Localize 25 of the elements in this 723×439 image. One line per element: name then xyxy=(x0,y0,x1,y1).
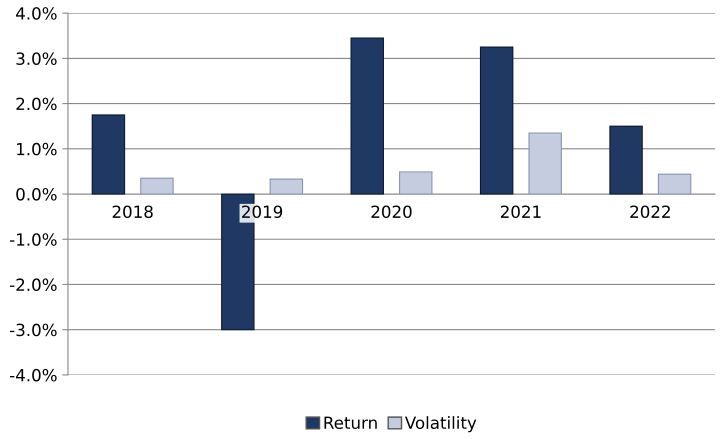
bar xyxy=(480,46,514,195)
y-tick-label: -4.0% xyxy=(10,368,57,382)
y-tick-label: 3.0% xyxy=(16,52,57,65)
legend-label: Volatility xyxy=(404,416,476,432)
y-tick-label: 1.0% xyxy=(17,142,57,156)
bar xyxy=(270,178,304,195)
bar xyxy=(528,132,562,195)
y-tick-label: -3.0% xyxy=(10,324,57,336)
y-tick-label: 0.0% xyxy=(16,188,57,201)
bar xyxy=(350,37,384,195)
bar xyxy=(399,171,432,195)
x-tick-label: 2018 xyxy=(112,205,153,218)
y-tick-label: 2.0% xyxy=(16,98,57,110)
bar xyxy=(609,126,643,195)
bar xyxy=(92,114,126,195)
legend-label: Return xyxy=(324,416,377,430)
x-tick-label: 2019 xyxy=(242,205,282,218)
x-tick-label: 2020 xyxy=(372,205,412,218)
x-tick-label: 2022 xyxy=(630,205,670,218)
y-tick-label: 4.0% xyxy=(16,7,57,20)
y-tick-label: -1.0% xyxy=(10,233,57,246)
bar xyxy=(658,174,692,195)
x-tick-label: 2021 xyxy=(500,205,541,218)
bar xyxy=(140,178,174,195)
y-tick-label: -2.0% xyxy=(10,278,57,292)
